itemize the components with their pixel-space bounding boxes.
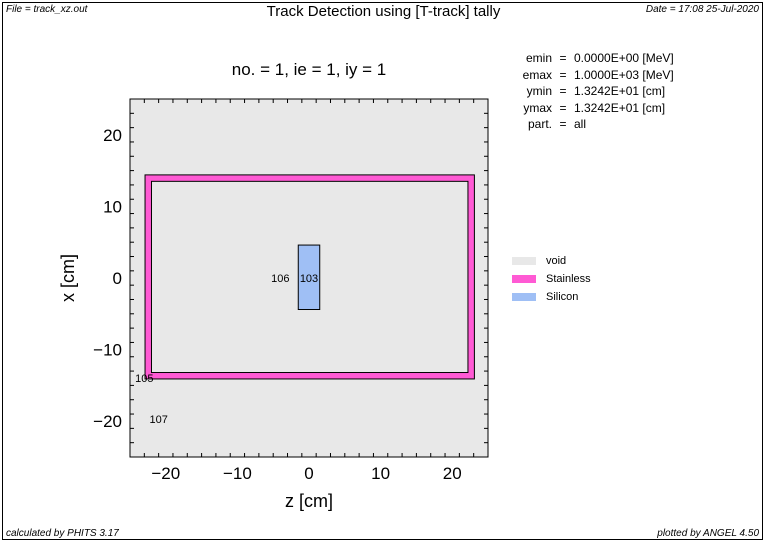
info-key: part. xyxy=(527,117,552,131)
info-value: 1.3242E+01 [cm] xyxy=(574,84,666,98)
legend-item-void: void xyxy=(512,252,591,270)
material-legend: void Stainless Silicon xyxy=(512,252,591,306)
info-eq: = xyxy=(559,84,567,98)
y-tick-label: 20 xyxy=(103,126,122,145)
info-eq: = xyxy=(559,117,567,131)
info-row-emin: emin = 0.0000E+00 [MeV] xyxy=(500,50,674,67)
info-value: all xyxy=(574,117,587,131)
main-title: Track Detection using [T-track] tally xyxy=(266,3,501,20)
y-tick-label: −10 xyxy=(93,341,122,360)
info-row-ymin: ymin = 1.3242E+01 [cm] xyxy=(500,83,674,100)
info-value: 1.0000E+03 [MeV] xyxy=(574,67,674,82)
legend-label: void xyxy=(546,255,567,267)
footer-plotted-by: plotted by ANGEL 4.50 xyxy=(657,528,759,539)
x-tick-label: −10 xyxy=(223,464,252,483)
region-label-106: 106 xyxy=(271,273,289,285)
x-tick-label: −20 xyxy=(151,464,180,483)
x-tick-label: 20 xyxy=(443,464,462,483)
y-tick-label: −20 xyxy=(93,412,122,431)
plot-subtitle: no. = 1, ie = 1, iy = 1 xyxy=(231,60,387,79)
legend-item-stainless: Stainless xyxy=(512,270,591,288)
x-axis-label: z [cm] xyxy=(285,491,333,511)
y-tick-label: 10 xyxy=(103,197,122,216)
legend-label: Stainless xyxy=(546,273,591,285)
footer-calculated-by: calculated by PHITS 3.17 xyxy=(6,528,119,539)
y-axis-label: x [cm] xyxy=(58,254,78,302)
info-value: 1.3242E+01 [cm] xyxy=(574,100,666,115)
info-panel: emin = 0.0000E+00 [MeV] emax = 1.0000E+0… xyxy=(500,50,674,133)
x-tick-label: 0 xyxy=(304,464,313,483)
info-key: emin xyxy=(525,51,552,65)
info-row-ymax: ymax = 1.3242E+01 [cm] xyxy=(500,100,674,117)
date-label: Date = 17:08 25-Jul-2020 xyxy=(645,4,759,15)
legend-label: Silicon xyxy=(546,291,579,303)
info-row-part: part. = all xyxy=(500,116,674,133)
region-label-107: 107 xyxy=(149,414,167,426)
legend-swatch-void xyxy=(512,257,536,265)
legend-swatch-stainless xyxy=(512,275,536,283)
legend-item-silicon: Silicon xyxy=(512,288,591,306)
info-key: emax xyxy=(522,67,552,82)
legend-swatch-silicon xyxy=(512,293,536,301)
info-eq: = xyxy=(559,67,567,82)
info-row-emax: emax = 1.0000E+03 [MeV] xyxy=(500,67,674,84)
region-label-105: 105 xyxy=(135,373,153,385)
info-key: ymin xyxy=(526,84,552,98)
y-tick-label: 0 xyxy=(113,269,122,288)
info-eq: = xyxy=(559,100,567,115)
region-label-103: 103 xyxy=(300,273,318,285)
axes-frame xyxy=(129,98,489,458)
info-eq: = xyxy=(559,51,567,65)
file-label: File = track_xz.out xyxy=(6,4,88,15)
info-key: ymax xyxy=(523,100,552,115)
info-value: 0.0000E+00 [MeV] xyxy=(574,51,674,65)
silicon-detector xyxy=(297,244,321,311)
x-tick-label: 10 xyxy=(371,464,390,483)
